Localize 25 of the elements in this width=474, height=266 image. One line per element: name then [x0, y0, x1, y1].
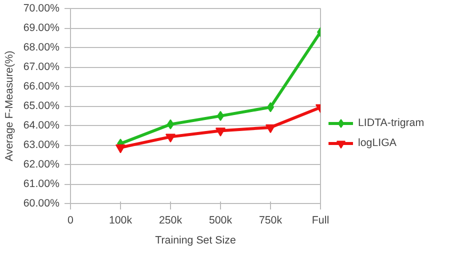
x-tick-label: 750k: [258, 214, 283, 226]
legend-label: logLIGA: [358, 137, 397, 149]
y-tick-label: 66.00%: [23, 80, 60, 92]
y-tick-label: 61.00%: [23, 178, 60, 190]
y-tick-label: 68.00%: [23, 42, 60, 54]
point: [116, 144, 126, 154]
y-tick-label: 70.00%: [23, 2, 60, 14]
point: [166, 134, 176, 143]
x-tick-label: 500k: [208, 214, 233, 226]
x-tick-label: 100k: [108, 214, 133, 226]
x-tick-label: 250k: [158, 214, 183, 226]
y-tick-label: 63.00%: [23, 139, 60, 151]
x-tick-label: 0: [68, 214, 74, 226]
y-axis-title: Average F-Measure(%): [3, 50, 16, 162]
point: [266, 124, 276, 134]
point: [216, 128, 226, 136]
x-axis-title: Training Set Size: [155, 234, 236, 246]
y-tick-label: 64.00%: [23, 120, 60, 132]
x-tick-label: Full: [312, 214, 330, 226]
y-tick-label: 60.00%: [23, 198, 60, 210]
legend-label: LIDTA-trigram: [358, 117, 424, 129]
y-tick-label: 67.00%: [23, 61, 60, 73]
y-tick-label: 65.00%: [23, 100, 60, 112]
y-tick-label: 62.00%: [23, 158, 60, 170]
y-tick-label: 69.00%: [23, 22, 60, 34]
